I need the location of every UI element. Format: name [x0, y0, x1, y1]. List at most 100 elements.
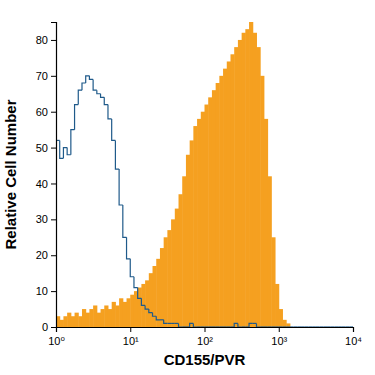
plot-area: 10⁰10¹10²10³10⁴01020304050607080: [36, 22, 363, 347]
histogram-bar: [89, 309, 93, 327]
histogram-step: [119, 169, 123, 205]
y-tick-mark: [51, 327, 56, 328]
histogram-bar: [86, 313, 90, 327]
x-tick-label: 10²: [197, 335, 213, 347]
x-tick-label: 10³: [271, 335, 287, 347]
histogram-bar: [275, 284, 279, 327]
x-tick: 10⁴: [345, 327, 362, 347]
histogram-bar: [230, 54, 234, 327]
y-tick: 10: [36, 285, 56, 297]
histogram-bar: [175, 209, 179, 327]
x-tick: 10¹: [123, 327, 139, 347]
histogram-step: [138, 288, 142, 299]
histogram-step: [108, 105, 112, 119]
histogram-bar: [216, 83, 220, 327]
series-0: [56, 76, 353, 327]
histogram-step: [164, 320, 168, 324]
histogram-bar: [71, 316, 75, 327]
histogram-step: [97, 90, 101, 94]
histogram-bar: [97, 313, 101, 327]
histogram-step: [141, 298, 145, 305]
histogram-bar: [130, 295, 134, 327]
histogram-bar: [101, 309, 105, 327]
y-tick-mark: [51, 255, 56, 256]
histogram-bar: [219, 76, 223, 327]
x-tick-mark: [205, 327, 206, 332]
y-tick-label: 0: [42, 321, 48, 333]
histogram-step: [249, 323, 253, 327]
histogram-bar: [93, 305, 97, 327]
series-1: [56, 22, 290, 327]
histogram-bar: [282, 320, 286, 327]
histogram-bar: [201, 112, 205, 327]
histogram-bar: [138, 288, 142, 327]
y-tick-mark: [51, 112, 56, 113]
histogram-step: [101, 94, 105, 98]
histogram-step: [193, 323, 197, 327]
y-tick-mark: [51, 148, 56, 149]
histogram-step: [71, 130, 75, 155]
histogram-bar: [67, 313, 71, 327]
histogram-bar: [245, 29, 249, 327]
y-tick: 0: [42, 321, 56, 333]
histogram-step: [167, 323, 171, 324]
y-tick-label: 50: [36, 142, 48, 154]
histogram-step: [93, 79, 97, 90]
histogram-bar: [160, 248, 164, 327]
y-tick-label: 30: [36, 213, 48, 225]
histogram-step: [134, 277, 138, 288]
y-tick: 50: [36, 142, 56, 154]
histogram-bar: [227, 61, 231, 327]
y-tick-label: 10: [36, 285, 48, 297]
y-tick-mark: [51, 40, 56, 41]
y-tick: 70: [36, 70, 56, 82]
histogram-bar: [271, 237, 275, 327]
y-tick-label: 70: [36, 70, 48, 82]
marks: [56, 22, 353, 327]
histogram-bar: [208, 97, 212, 327]
histogram-bar: [234, 47, 238, 327]
histogram-bar: [108, 309, 112, 327]
histogram-bar: [115, 305, 119, 327]
histogram-bar: [171, 219, 175, 327]
y-tick-label: 40: [36, 177, 48, 189]
histogram-step: [149, 309, 153, 313]
chart: 10⁰10¹10²10³10⁴01020304050607080CD155/PV…: [0, 0, 375, 375]
histogram-bar: [205, 105, 209, 327]
histogram-step: [123, 205, 127, 237]
histogram-bar: [82, 309, 86, 327]
y-tick-label: 60: [36, 106, 48, 118]
histogram-bar: [119, 298, 123, 327]
histogram-bar: [249, 22, 253, 327]
y-tick-mark: [51, 183, 56, 184]
histogram-bar: [256, 47, 260, 327]
histogram-bar: [78, 316, 82, 327]
x-axis-title: CD155/PVR: [164, 351, 246, 368]
x-tick-label: 10⁴: [345, 335, 362, 347]
y-axis-line: [51, 23, 57, 328]
y-tick: 60: [36, 106, 56, 118]
histogram-step: [104, 97, 108, 104]
histogram-step: [78, 90, 82, 104]
histogram-bar: [223, 69, 227, 327]
histogram-bar: [112, 302, 116, 327]
histogram-bar: [193, 126, 197, 327]
histogram-step: [153, 313, 157, 317]
x-tick-mark: [279, 327, 280, 332]
y-tick-mark: [51, 291, 56, 292]
histogram-step: [145, 305, 149, 309]
histogram-bar: [238, 40, 242, 327]
histogram-step: [256, 323, 260, 327]
histogram-bar: [186, 155, 190, 327]
histogram-bar: [179, 194, 183, 327]
histogram-bar: [164, 237, 168, 327]
histogram-bar: [127, 298, 131, 327]
x-axis: 10⁰10¹10²10³10⁴: [48, 327, 362, 347]
histogram-bar: [286, 323, 290, 327]
y-tick-label: 20: [36, 249, 48, 261]
histogram-step: [156, 316, 160, 320]
x-tick: 10²: [197, 327, 213, 347]
histogram-step: [171, 323, 175, 324]
histogram-bar: [167, 230, 171, 327]
histogram-bar: [268, 176, 272, 327]
